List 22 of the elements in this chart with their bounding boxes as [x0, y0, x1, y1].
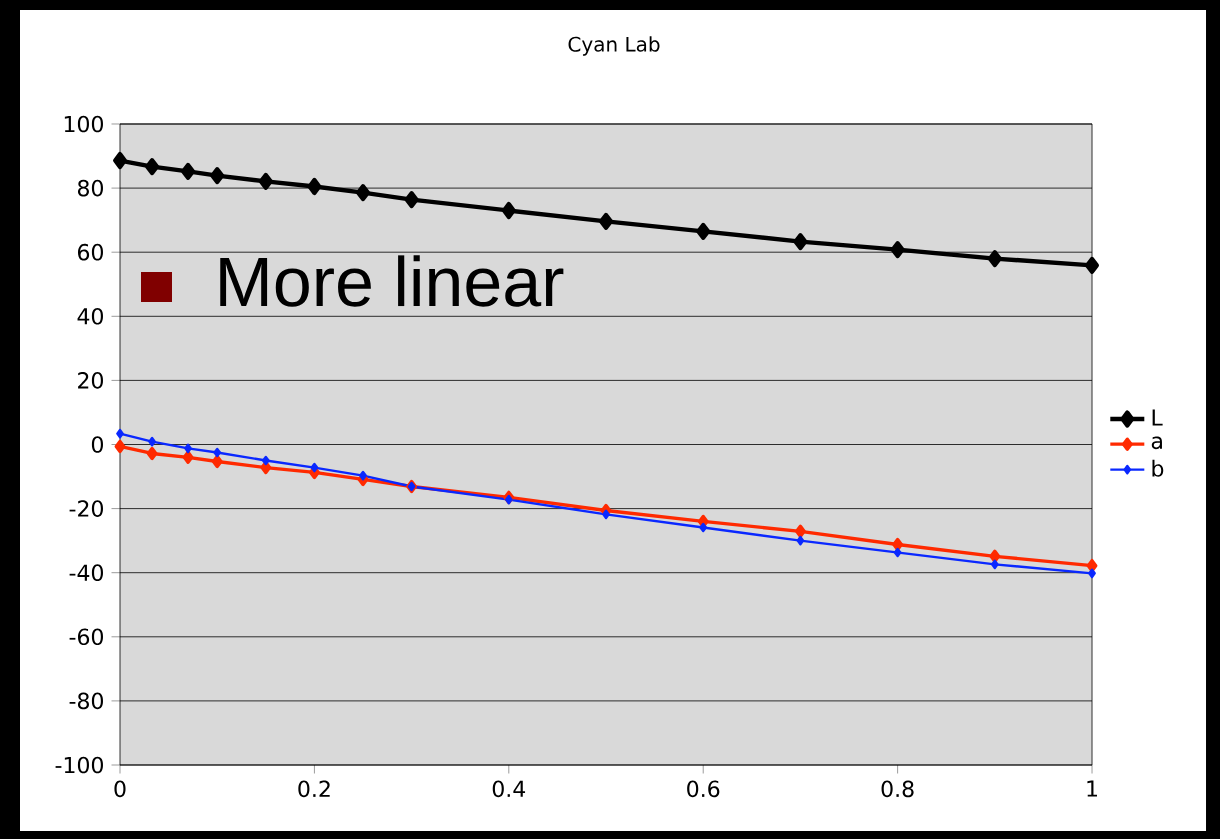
y-tick-label: 100: [64, 115, 103, 133]
annotation: More linear: [220, 255, 564, 307]
y-tick-label: 0: [91, 436, 103, 453]
x-tick-label: 0.8: [881, 780, 914, 798]
y-tick-label: -20: [69, 500, 103, 517]
x-tick-label: 0: [114, 780, 126, 798]
y-tick-label: -100: [55, 756, 103, 774]
y-tick-label: -80: [69, 692, 103, 710]
legend-label: b: [1152, 459, 1164, 477]
x-tick-label: 0.4: [492, 780, 526, 798]
x-tick-label: 1: [1087, 780, 1097, 797]
x-tick-label: 0.6: [687, 780, 720, 798]
y-tick-label: -40: [69, 564, 103, 582]
x-tick-label: 0.2: [298, 780, 330, 798]
y-tick-label: -60: [69, 628, 103, 646]
legend-label: a: [1151, 436, 1162, 450]
y-tick-label: 40: [77, 307, 103, 325]
y-tick-label: 60: [78, 243, 103, 261]
y-tick-label: 20: [78, 372, 103, 389]
chart-title: Cyan Lab: [568, 36, 660, 56]
y-tick-label: 80: [77, 179, 103, 197]
legend-label: L: [1152, 409, 1163, 426]
